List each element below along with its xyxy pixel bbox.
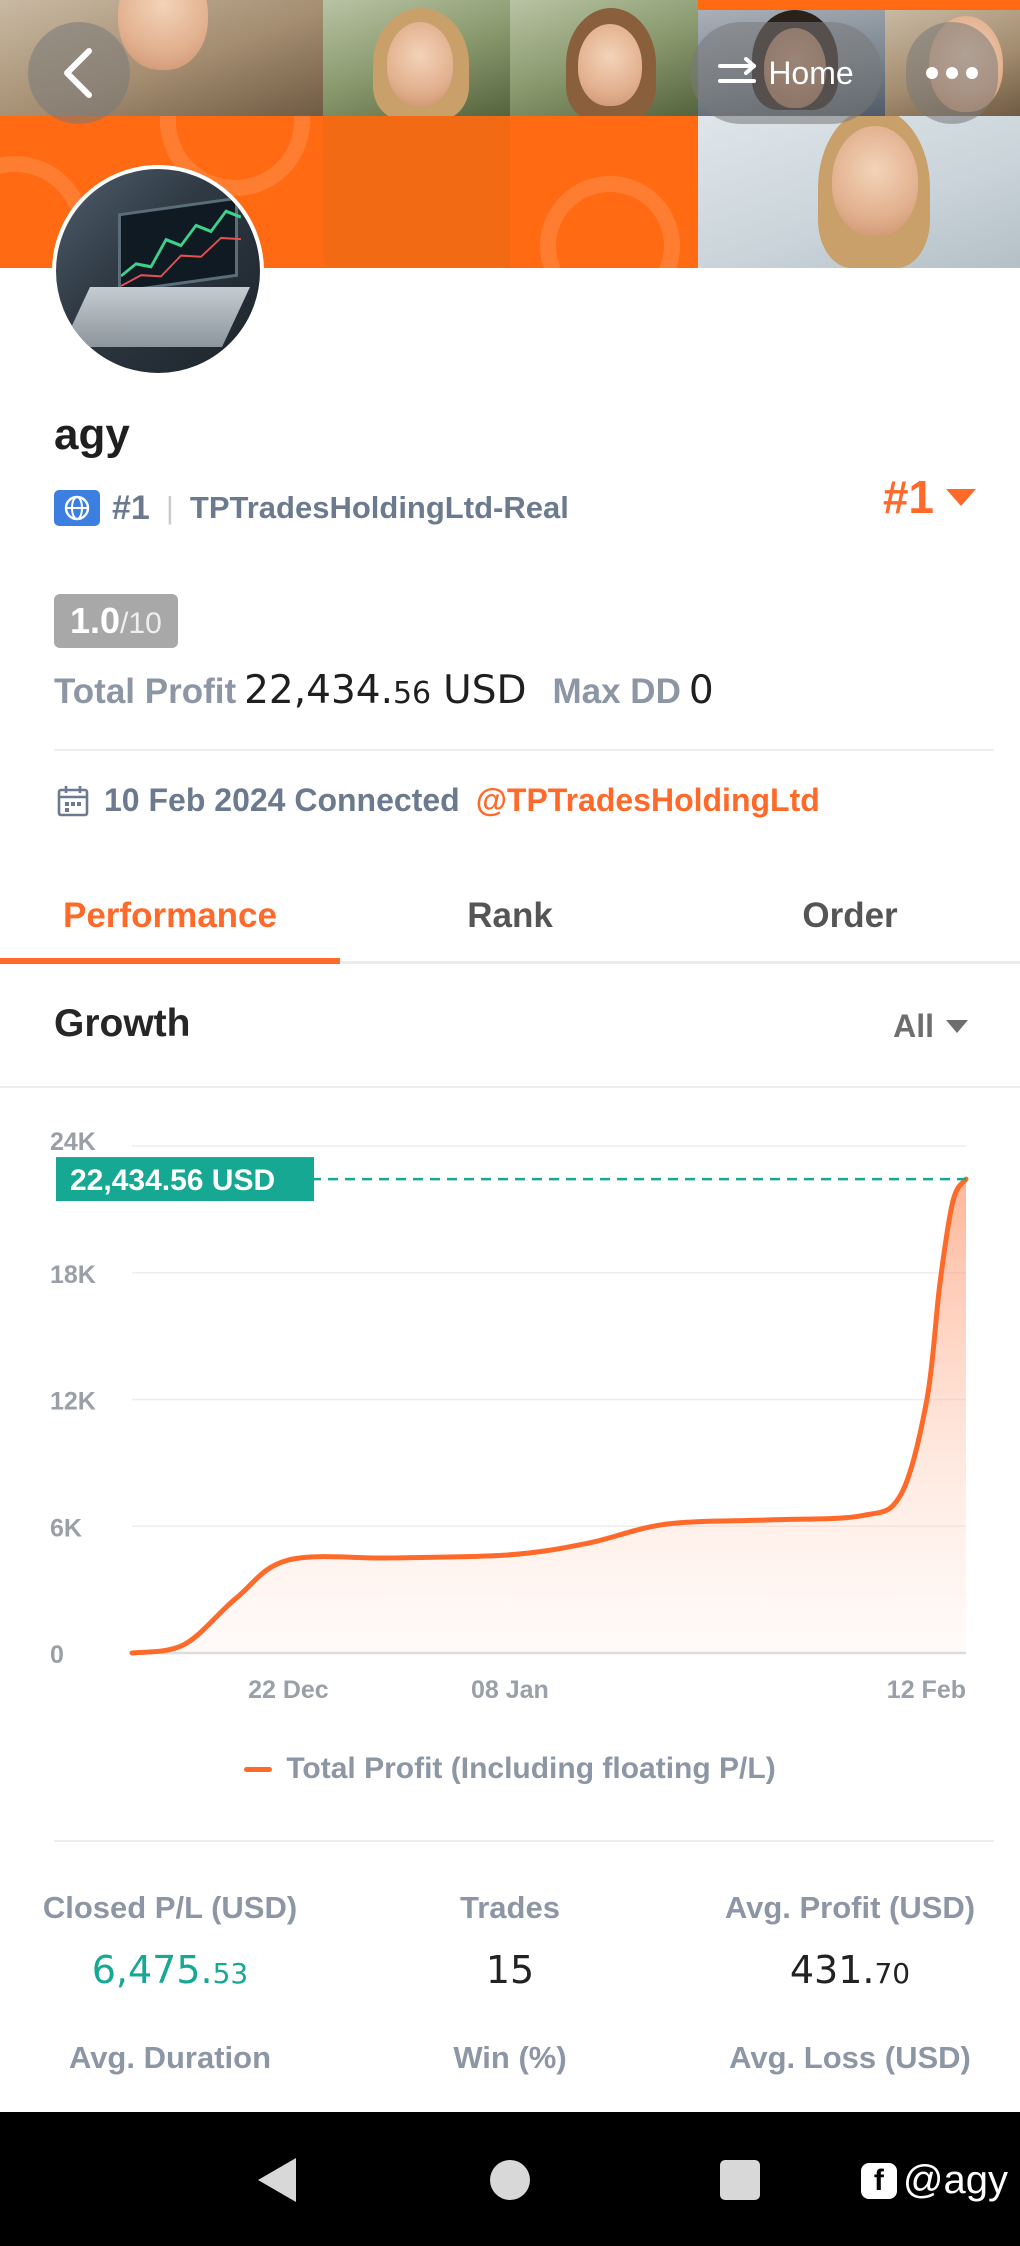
total-profit-unit: USD [443,668,527,713]
stat-value: 6,475.53 [91,1948,249,1992]
stat-avg-loss: Avg. Loss (USD) [680,2040,1020,2076]
series-line-total-profit [129,1176,969,1656]
max-dd-value: 0 [688,668,714,713]
banner-pattern-3 [510,116,698,268]
watermark-handle: @agy [902,2158,1008,2202]
y-tick-label: 24K [50,1128,96,1156]
tab-performance[interactable]: Performance [63,896,277,935]
stat-avg-duration: Avg. Duration [0,2040,340,2076]
legend-label: Total Profit (Including floating P/L) [286,1752,776,1785]
back-button[interactable] [28,22,130,124]
system-navigation-bar: f @agy [0,2112,1020,2246]
banner-pattern-2 [323,116,510,268]
growth-period-filter[interactable]: All [893,1008,968,1045]
growth-chart: 24K 18K 12K 6K 0 22 Dec 08 Jan 12 Feb 22,434.5… [50,1128,969,1704]
active-tab-indicator [0,958,340,964]
watermark: f @agy [860,2158,1008,2203]
profile-banner: Home [0,0,1020,268]
nav-home-icon[interactable] [490,2160,530,2200]
profile-meta-row: #1 | TPTradesHoldingLtd-Real [54,488,569,528]
avatar[interactable] [52,165,264,377]
x-tick-label: 08 Jan [471,1676,549,1704]
global-rank: #1 [112,488,150,527]
max-dd-label: Max DD [552,672,681,711]
facebook-logo-icon: f [860,2162,897,2199]
score-badge: 1.0 /10 [54,594,178,648]
growth-title: Growth [54,1002,191,1045]
current-value-badge [56,1157,314,1202]
growth-header: Growth All [0,980,1020,1088]
stat-avg-profit: Avg. Profit (USD) 431.70 [680,1890,1020,1992]
total-profit-int: 22,434. [244,668,393,713]
connected-date: 10 Feb 2024 Connected [104,782,460,818]
stat-closed-pl: Closed P/L (USD) 6,475.53 [0,1890,340,1992]
divider [54,1840,994,1842]
stat-trades: Trades 15 [340,1890,680,1992]
stat-label: Win (%) [453,2040,567,2075]
stat-value: 431.70 [789,1948,911,1992]
more-options-button[interactable] [906,22,998,124]
y-tick-label: 6K [50,1514,82,1542]
period-filter-value: All [893,1008,934,1044]
nav-back-icon[interactable] [258,2158,296,2202]
stat-label: Closed P/L (USD) [42,1890,298,1925]
tab-rank[interactable]: Rank [467,896,553,935]
globe-icon [54,490,100,526]
connection-info: 10 Feb 2024 Connected @TPTradesHoldingLt… [56,782,820,819]
account-server: TPTradesHoldingLtd-Real [189,490,569,525]
tab-order[interactable]: Order [802,896,898,935]
stat-label: Trades [460,1890,560,1925]
broker-link[interactable]: @TPTradesHoldingLtd [475,782,820,818]
tab-bar: Performance Rank Order [0,868,1020,964]
total-profit-dec: 56 [392,676,432,711]
more-dots-icon [926,67,978,79]
x-tick-label: 12 Feb [887,1676,966,1704]
rank-dropdown[interactable]: #1 [883,470,976,524]
banner-photo-2 [323,0,510,116]
stat-value: 15 [485,1948,535,1992]
profit-summary: Total Profit 22,434. 56 USD Max DD 0 [54,668,714,713]
divider [54,749,994,751]
nav-recents-icon[interactable] [720,2160,760,2200]
caret-down-icon [946,1020,968,1033]
stat-label: Avg. Duration [68,2040,272,2075]
switch-home-button[interactable]: Home [690,22,882,124]
y-tick-label: 0 [50,1641,64,1669]
rank-badge: #1 [882,471,934,523]
y-tick-label: 18K [50,1261,96,1289]
banner-photo-6 [698,116,1020,268]
legend-swatch [244,1766,273,1772]
swap-arrows-icon [718,57,757,83]
stat-label: Avg. Loss (USD) [729,2040,971,2075]
y-tick-label: 12K [50,1388,96,1416]
stat-win-rate: Win (%) [340,2040,680,2076]
current-value-label: 22,434.56 USD [70,1164,275,1197]
total-profit-label: Total Profit [54,672,237,711]
score-max: /10 [120,607,162,640]
chevron-left-icon [64,48,92,98]
meta-separator: | [165,490,174,525]
score-value: 1.0 [70,600,121,641]
home-label: Home [768,54,854,91]
banner-photo-3 [510,0,698,116]
caret-down-icon [946,488,976,506]
stat-label: Avg. Profit (USD) [724,1890,976,1925]
profile-name: agy [54,410,130,459]
chart-legend: Total Profit (Including floating P/L) [0,1752,1020,1786]
series-area [132,1179,966,1653]
calendar-icon [57,785,89,816]
x-tick-label: 22 Dec [248,1676,329,1704]
